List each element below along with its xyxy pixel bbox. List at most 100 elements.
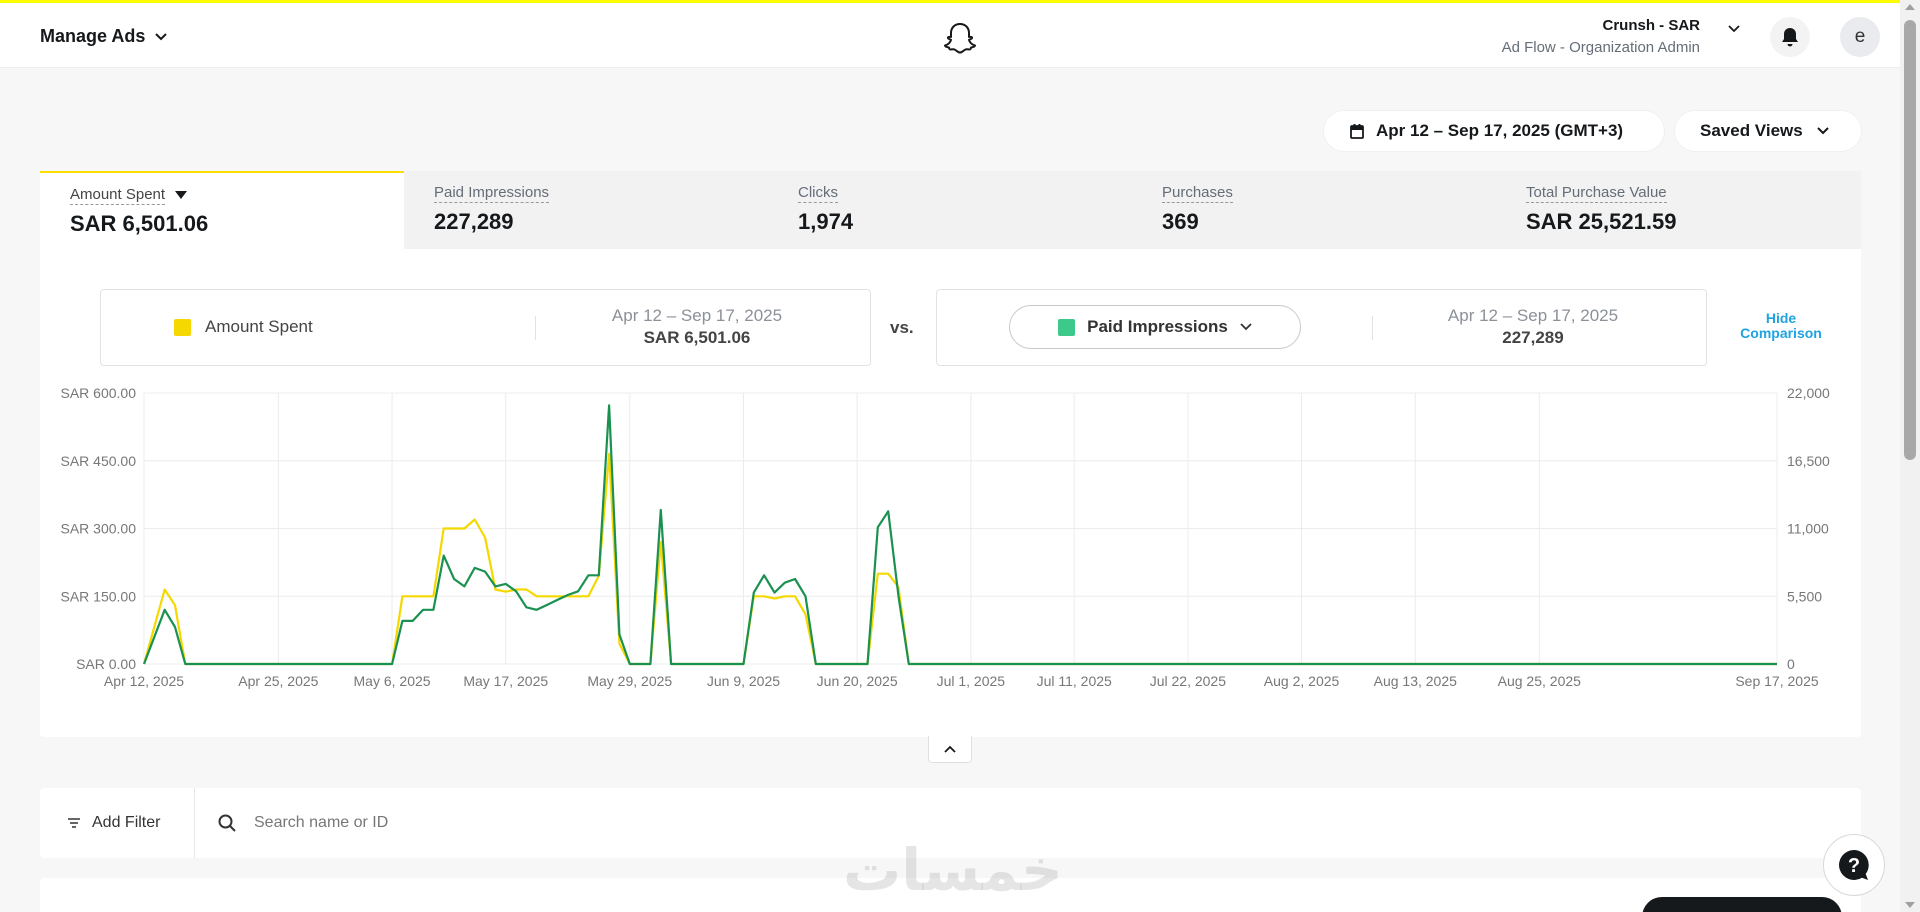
metric-value: SAR 25,521.59 bbox=[1526, 209, 1677, 234]
y-tick-left: SAR 300.00 bbox=[61, 521, 137, 537]
comparison-series-box: Paid Impressions Apr 12 – Sep 17, 2025 2… bbox=[936, 289, 1707, 366]
caret-down-icon[interactable] bbox=[175, 190, 188, 199]
manage-ads-label: Manage Ads bbox=[40, 26, 146, 46]
divider bbox=[1372, 316, 1373, 340]
metric-tab-amount-spent[interactable]: Amount Spent SAR 6,501.06 bbox=[40, 171, 404, 249]
filter-bar: Add Filter bbox=[40, 788, 1861, 858]
top-bar: Manage Ads Crunsh - SAR Ad Flow - Organi… bbox=[0, 0, 1900, 68]
amount-spent-line bbox=[142, 452, 1777, 666]
x-tick: Apr 25, 2025 bbox=[238, 673, 318, 689]
x-tick: May 6, 2025 bbox=[354, 673, 431, 689]
vs-label: vs. bbox=[890, 318, 914, 337]
paid-impressions-line bbox=[142, 404, 1777, 666]
y-tick-left: SAR 0.00 bbox=[76, 656, 136, 672]
y-tick-right: 22,000 bbox=[1787, 385, 1830, 401]
primary-series-legend: Amount Spent bbox=[174, 317, 313, 337]
saved-views-button[interactable]: Saved Views bbox=[1675, 111, 1861, 151]
manage-ads-menu[interactable]: Manage Ads bbox=[40, 26, 168, 47]
x-tick: Jul 1, 2025 bbox=[937, 673, 1006, 689]
y-tick-right: 0 bbox=[1787, 656, 1795, 672]
primary-range: Apr 12 – Sep 17, 2025 SAR 6,501.06 bbox=[547, 306, 847, 348]
metric-tab-paid-impressions[interactable]: Paid Impressions 227,289 bbox=[404, 171, 768, 249]
table-panel bbox=[40, 878, 1861, 912]
y-tick-left: SAR 150.00 bbox=[61, 588, 137, 604]
metric-label: Total Purchase Value bbox=[1526, 184, 1667, 203]
amount-spent-swatch bbox=[174, 318, 191, 336]
metric-value: SAR 6,501.06 bbox=[70, 211, 209, 236]
help-icon: ? bbox=[1839, 850, 1869, 880]
y-tick-left: SAR 600.00 bbox=[61, 385, 137, 401]
date-range-label: Apr 12 – Sep 17, 2025 (GMT+3) bbox=[1376, 121, 1624, 140]
bell-icon bbox=[1782, 28, 1798, 47]
svg-text:?: ? bbox=[1848, 855, 1860, 877]
watermark: خمسات bbox=[843, 836, 1063, 904]
scroll-down-arrow[interactable] bbox=[1905, 902, 1915, 908]
primary-range-value: SAR 6,501.06 bbox=[643, 328, 751, 347]
account-switcher[interactable]: Crunsh - SAR Ad Flow - Organization Admi… bbox=[1502, 17, 1700, 56]
metric-label: Paid Impressions bbox=[434, 184, 550, 203]
filter-icon bbox=[68, 818, 80, 828]
x-tick: Jul 11, 2025 bbox=[1037, 673, 1112, 689]
metric-value: 1,974 bbox=[798, 209, 854, 234]
x-tick: Jun 20, 2025 bbox=[817, 673, 898, 689]
saved-views-label: Saved Views bbox=[1700, 121, 1803, 140]
comparison-series-label: Paid Impressions bbox=[1087, 317, 1228, 336]
calendar-icon bbox=[1350, 124, 1364, 139]
x-tick: May 17, 2025 bbox=[463, 673, 548, 689]
y-tick-left: SAR 450.00 bbox=[61, 453, 137, 469]
chevron-down-icon[interactable] bbox=[1728, 25, 1740, 33]
scroll-up-arrow[interactable] bbox=[1905, 4, 1915, 10]
x-tick: Aug 25, 2025 bbox=[1498, 673, 1582, 689]
comparison-range: Apr 12 – Sep 17, 2025 227,289 bbox=[1383, 306, 1683, 348]
x-tick: Aug 13, 2025 bbox=[1374, 673, 1458, 689]
primary-series-label: Amount Spent bbox=[205, 317, 313, 336]
x-tick: May 29, 2025 bbox=[587, 673, 672, 689]
y-tick-right: 16,500 bbox=[1787, 453, 1830, 469]
paid-impressions-swatch bbox=[1058, 318, 1076, 336]
metric-label: Purchases bbox=[1162, 184, 1233, 203]
x-tick: Sep 17, 2025 bbox=[1735, 673, 1819, 689]
scrollbar-thumb[interactable] bbox=[1904, 20, 1916, 460]
account-name: Crunsh - SAR bbox=[1602, 17, 1701, 34]
metric-tab-clicks[interactable]: Clicks 1,974 bbox=[768, 171, 1132, 249]
snapchat-ghost-icon[interactable] bbox=[942, 21, 978, 57]
metric-label: Amount Spent bbox=[70, 186, 166, 205]
comparison-range-dates: Apr 12 – Sep 17, 2025 bbox=[1447, 306, 1619, 325]
notifications-button[interactable] bbox=[1770, 17, 1810, 57]
search-icon bbox=[218, 814, 236, 832]
account-role: Ad Flow - Organization Admin bbox=[1501, 39, 1700, 56]
help-button[interactable]: ? bbox=[1823, 834, 1885, 896]
y-tick-right: 5,500 bbox=[1787, 588, 1822, 604]
metric-tab-total-purchase-value[interactable]: Total Purchase Value SAR 25,521.59 bbox=[1496, 171, 1861, 249]
divider bbox=[535, 316, 536, 340]
hide-comparison-link[interactable]: Hide Comparison bbox=[1740, 310, 1822, 341]
create-ad-button[interactable] bbox=[1642, 897, 1842, 912]
stats-card: Amount Spent SAR 6,501.06 Paid Impressio… bbox=[40, 171, 1861, 737]
metric-tab-purchases[interactable]: Purchases 369 bbox=[1132, 171, 1496, 249]
chevron-down-icon bbox=[1816, 127, 1829, 135]
x-tick: Apr 12, 2025 bbox=[104, 673, 184, 689]
comparison-series-select[interactable]: Paid Impressions bbox=[1009, 305, 1301, 349]
avatar[interactable]: e bbox=[1840, 17, 1880, 57]
metric-value: 369 bbox=[1162, 209, 1199, 234]
date-range-picker[interactable]: Apr 12 – Sep 17, 2025 (GMT+3) bbox=[1324, 111, 1664, 151]
add-filter-button[interactable]: Add Filter bbox=[40, 788, 195, 858]
metric-label: Clicks bbox=[798, 184, 838, 203]
collapse-chart-button[interactable] bbox=[928, 736, 972, 763]
x-tick: Aug 2, 2025 bbox=[1264, 673, 1340, 689]
x-tick: Jul 22, 2025 bbox=[1150, 673, 1226, 689]
primary-range-dates: Apr 12 – Sep 17, 2025 bbox=[611, 306, 783, 325]
metric-tabs: Amount Spent SAR 6,501.06 Paid Impressio… bbox=[40, 171, 1861, 249]
chevron-down-icon bbox=[155, 32, 168, 40]
comparison-range-value: 227,289 bbox=[1502, 328, 1564, 347]
search-input[interactable] bbox=[254, 805, 1754, 841]
line-chart: SAR 0.00 0 SAR 150.00 5,500 SAR 300.00 11,000… bbox=[61, 385, 1831, 689]
x-tick: Jun 9, 2025 bbox=[707, 673, 780, 689]
chevron-up-icon bbox=[944, 745, 956, 753]
chevron-down-icon bbox=[1240, 323, 1252, 331]
add-filter-label: Add Filter bbox=[92, 814, 161, 831]
y-tick-right: 11,000 bbox=[1787, 521, 1829, 537]
metric-value: 227,289 bbox=[434, 209, 514, 234]
scrollbar[interactable] bbox=[1900, 0, 1920, 912]
primary-series-box: Amount Spent Apr 12 – Sep 17, 2025 SAR 6… bbox=[100, 289, 871, 366]
